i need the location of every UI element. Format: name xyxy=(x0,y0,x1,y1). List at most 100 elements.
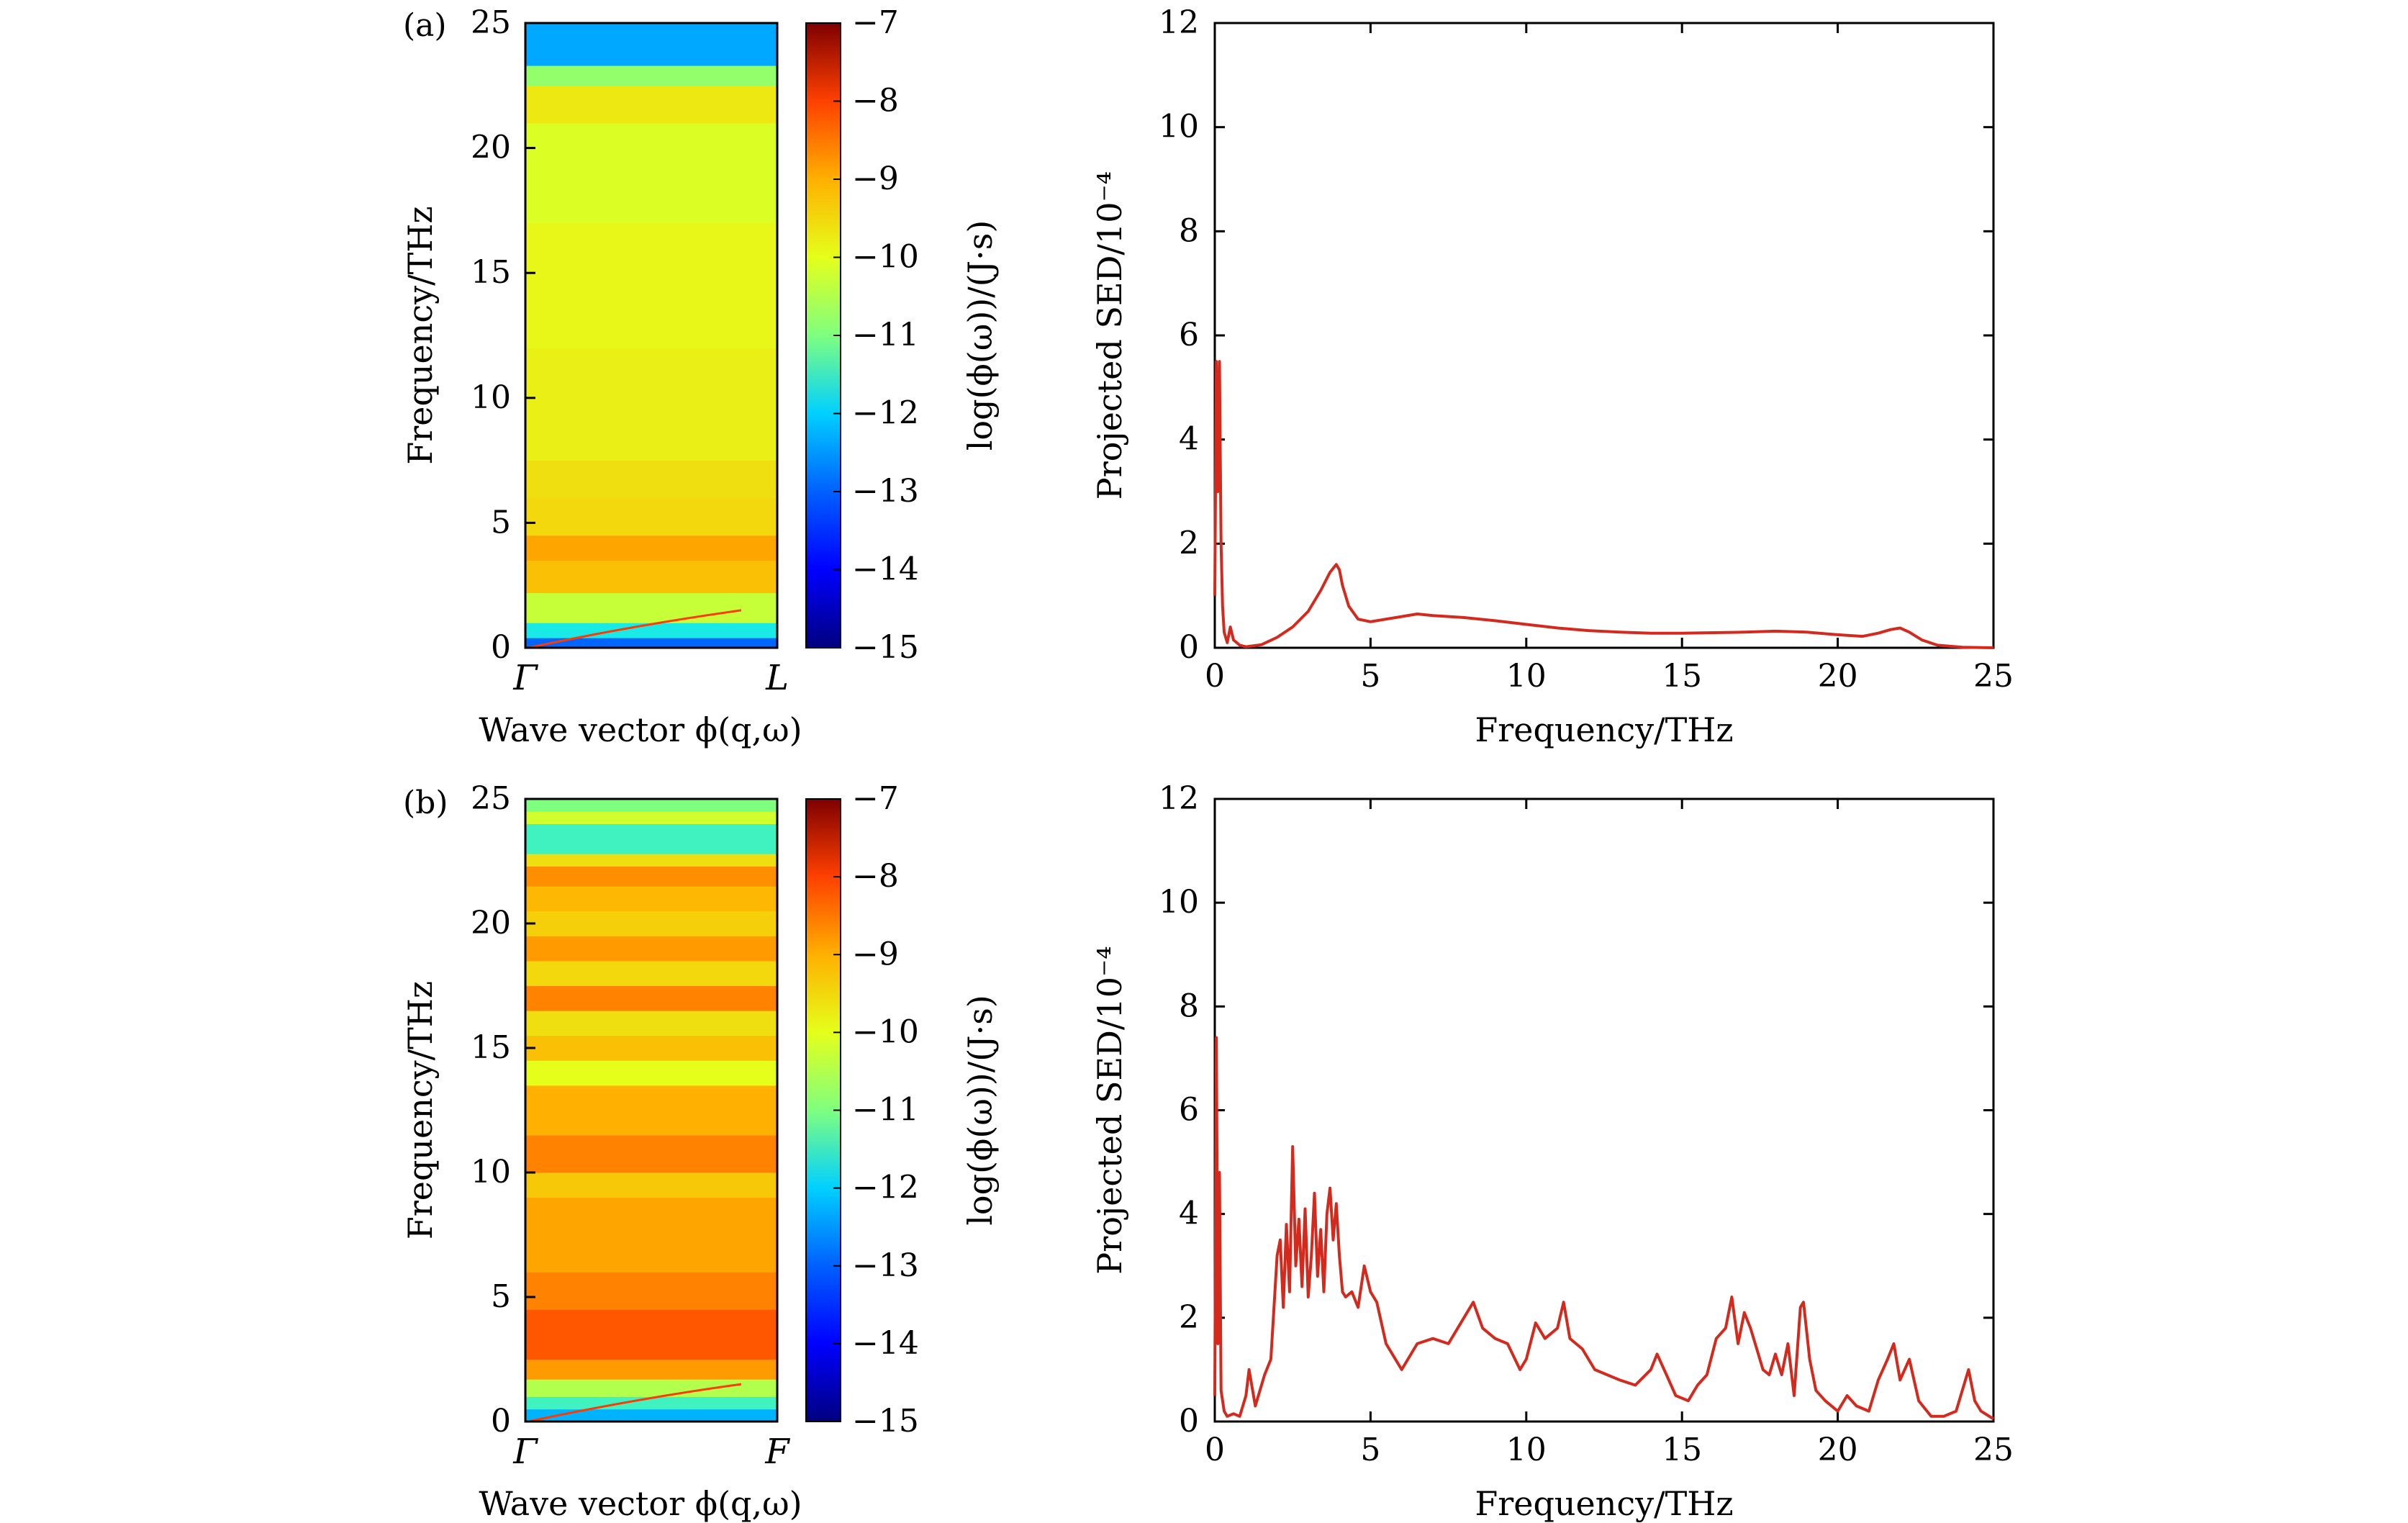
x-tick-label: 0 xyxy=(1205,658,1225,695)
heatmap-band xyxy=(525,1379,777,1397)
heatmap-band xyxy=(525,1135,777,1173)
colorbar-a: −7 −8 −9 −10 −11 −12 −13 −14 −15 log(ϕ(ω))/(J·s) xyxy=(805,4,1000,666)
plot-frame xyxy=(1213,22,1995,649)
colorbar-tick-label: −7 xyxy=(852,4,899,41)
x-tick-label: 5 xyxy=(1360,1432,1380,1468)
heatmap-band xyxy=(525,936,777,962)
colorbar-tick-label: −11 xyxy=(852,317,919,353)
heatmap-band xyxy=(525,1085,777,1136)
x-tick-label: 20 xyxy=(1818,1432,1858,1468)
heatmap-band xyxy=(525,122,777,224)
heatmap-band xyxy=(525,1409,777,1422)
heatmap-band xyxy=(525,1197,777,1273)
heatmap-band xyxy=(525,1272,777,1310)
colorbar-tick-label: −8 xyxy=(852,83,899,119)
heatmap-y-axis-label: Frequency/THz xyxy=(401,206,440,464)
heatmap-band xyxy=(525,497,777,536)
heatmap-band xyxy=(525,348,777,461)
heatmap-band xyxy=(525,799,777,812)
sed-plot-b: 0 5 10 15 20 25 0 2 4 6 8 10 12 Frequency/THz Projecte… xyxy=(1090,780,2014,1523)
colorbar-tick-label: −15 xyxy=(852,629,919,666)
x-tick-label: 5 xyxy=(1360,658,1380,695)
heatmap-band xyxy=(525,222,777,348)
y-tick-label: 2 xyxy=(1179,525,1199,561)
colorbar-tick-label: −10 xyxy=(852,1013,919,1050)
y-tick-label: 20 xyxy=(471,905,511,941)
x-tick-label: 15 xyxy=(1662,658,1702,695)
colorbar-tick-label: −12 xyxy=(852,395,919,432)
panel-label-b: (b) xyxy=(403,785,448,821)
heatmap-band xyxy=(525,23,777,66)
colorbar-label: log(ϕ(ω))/(J·s) xyxy=(961,220,1000,451)
colorbar-tick-label: −9 xyxy=(852,936,899,972)
x-tick-label: 25 xyxy=(1973,1432,2014,1468)
plot-x-axis-label: Frequency/THz xyxy=(1475,1484,1733,1523)
y-tick-label: 15 xyxy=(471,254,511,291)
heatmap-band xyxy=(525,910,777,936)
heatmap-band xyxy=(525,1060,777,1086)
y-tick-label: 10 xyxy=(1159,884,1199,921)
heatmap-frame xyxy=(524,22,779,649)
y-tick-label: 10 xyxy=(471,379,511,416)
y-tick-label: 2 xyxy=(1179,1299,1199,1336)
panel-label-a: (a) xyxy=(403,7,447,44)
heatmap-x-axis-label: Wave vector ϕ(q,ω) xyxy=(479,710,802,749)
sed-series-line xyxy=(1213,360,1994,649)
colorbar-tick-label: −11 xyxy=(852,1092,919,1129)
x-tick-label-start: Γ xyxy=(512,1432,538,1472)
heatmap-band xyxy=(525,1011,777,1036)
y-tick-label: 20 xyxy=(471,130,511,166)
colorbar-tick-label: −10 xyxy=(852,239,919,276)
heatmap-b: 0 5 10 15 20 25 Γ F Wave vector ϕ(q,ω) Frequency/… xyxy=(401,780,802,1523)
heatmap-band xyxy=(525,866,777,887)
heatmap-band xyxy=(525,623,777,638)
plot-y-axis-label: Projected SED/10⁻⁴ xyxy=(1090,171,1129,500)
y-tick-label: 0 xyxy=(491,629,511,666)
heatmap-band xyxy=(525,823,777,854)
y-tick-label: 6 xyxy=(1179,1092,1199,1129)
y-tick-label: 12 xyxy=(1159,4,1199,41)
plot-x-axis-label: Frequency/THz xyxy=(1475,710,1733,749)
y-tick-label: 0 xyxy=(1179,1403,1199,1440)
y-tick-label: 6 xyxy=(1179,317,1199,353)
x-tick-label-end: L xyxy=(765,658,789,698)
heatmap-band xyxy=(525,592,777,623)
x-tick-label: 15 xyxy=(1662,1432,1702,1468)
heatmap-a: 0 5 10 15 20 25 Γ L Wave vector ϕ(q,ω) Frequency/… xyxy=(401,4,802,749)
colorbar-tick-label: −14 xyxy=(852,551,919,588)
heatmap-band xyxy=(525,65,777,86)
y-tick-label: 8 xyxy=(1179,212,1199,249)
colorbar-tick-label: −8 xyxy=(852,858,899,895)
colorbar-tick-label: −7 xyxy=(852,780,899,817)
heatmap-band xyxy=(525,638,777,648)
y-tick-label: 4 xyxy=(1179,1196,1199,1232)
colorbar-tick-label: −13 xyxy=(852,473,919,510)
y-tick-label: 10 xyxy=(1159,109,1199,145)
y-tick-label: 8 xyxy=(1179,988,1199,1024)
heatmap-y-axis-label: Frequency/THz xyxy=(401,981,440,1239)
heatmap-band xyxy=(525,1359,777,1380)
heatmap-band xyxy=(525,854,777,867)
heatmap-band xyxy=(525,1309,777,1360)
y-tick-label: 5 xyxy=(491,504,511,541)
colorbar-tick-label: −9 xyxy=(852,161,899,197)
heatmap-frame xyxy=(524,797,779,1423)
colorbar-tick-label: −12 xyxy=(852,1170,919,1206)
heatmap-band xyxy=(525,886,777,912)
heatmap-x-axis-label: Wave vector ϕ(q,ω) xyxy=(479,1484,802,1523)
x-tick-label: 10 xyxy=(1506,1432,1547,1468)
heatmap-band xyxy=(525,811,777,825)
x-tick-label-end: F xyxy=(764,1432,790,1472)
y-tick-label: 25 xyxy=(471,780,511,817)
y-tick-label: 5 xyxy=(491,1278,511,1315)
sed-series-line xyxy=(1213,1036,1995,1421)
y-tick-label: 0 xyxy=(491,1403,511,1440)
y-tick-label: 10 xyxy=(471,1154,511,1190)
heatmap-band xyxy=(525,535,777,561)
colorbar-label: log(ϕ(ω))/(J·s) xyxy=(961,995,1000,1226)
colorbar-tick-label: −13 xyxy=(852,1247,919,1284)
plot-y-axis-label: Projected SED/10⁻⁴ xyxy=(1090,946,1129,1274)
colorbar-b: −7 −8 −9 −10 −11 −12 −13 −14 −15 log(ϕ(ω))/(J·s) xyxy=(805,780,1000,1440)
colorbar-tick-label: −14 xyxy=(852,1325,919,1362)
